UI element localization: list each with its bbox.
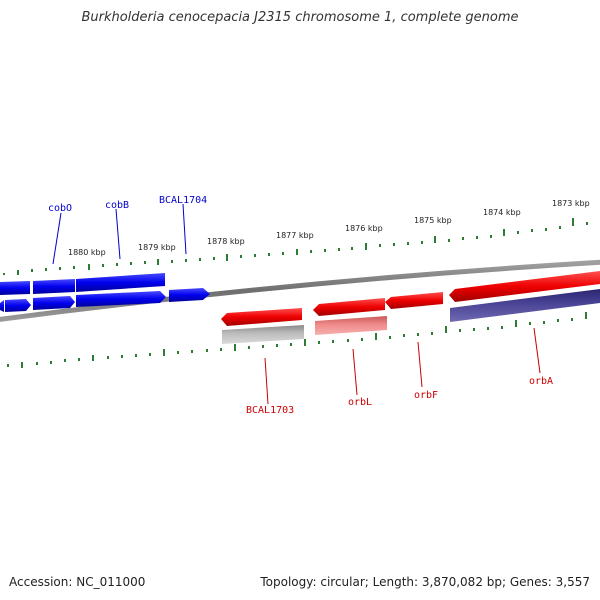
scale-label: 1873 kbp bbox=[552, 199, 590, 208]
gene-arrow[interactable] bbox=[221, 308, 302, 326]
inner-ticks bbox=[7, 312, 587, 368]
feature-arrow[interactable] bbox=[33, 296, 75, 310]
scale-labels: 1880 kbp 1879 kbp 1878 kbp 1877 kbp 1876… bbox=[68, 199, 590, 257]
gene-arrow[interactable] bbox=[385, 292, 443, 309]
accession-text: Accession: NC_011000 bbox=[9, 575, 146, 589]
scale-label: 1878 kbp bbox=[207, 237, 245, 246]
gene-arrow[interactable] bbox=[0, 281, 30, 295]
feature-arrow[interactable] bbox=[76, 291, 166, 307]
scale-label: 1879 kbp bbox=[138, 243, 176, 252]
feature-box[interactable] bbox=[315, 316, 387, 335]
feature-arrow[interactable] bbox=[5, 299, 31, 312]
gene-label-bcal1704: BCAL1704 bbox=[159, 195, 207, 206]
scale-label: 1877 kbp bbox=[276, 231, 314, 240]
reverse-gene-track bbox=[221, 271, 600, 326]
scale-label: 1880 kbp bbox=[68, 248, 106, 257]
gene-labels: cobO cobB BCAL1704 BCAL1703 orbL orbF or… bbox=[48, 195, 553, 416]
gene-label-orbf: orbF bbox=[414, 390, 438, 401]
gene-arrow[interactable] bbox=[313, 298, 385, 316]
feature-box[interactable] bbox=[450, 289, 600, 322]
gene-arrow[interactable] bbox=[33, 279, 75, 294]
scale-label: 1874 kbp bbox=[483, 208, 521, 217]
gene-label-cobo: cobO bbox=[48, 203, 72, 214]
gene-arrow[interactable] bbox=[169, 288, 210, 302]
genome-backbone bbox=[0, 259, 600, 322]
gene-arrow[interactable] bbox=[449, 271, 600, 302]
scale-label: 1875 kbp bbox=[414, 216, 452, 225]
forward-feature-track bbox=[0, 291, 166, 312]
feature-arrow[interactable] bbox=[0, 300, 4, 312]
gene-label-orba: orbA bbox=[529, 376, 553, 387]
gene-arrow[interactable] bbox=[76, 273, 165, 292]
genome-summary-text: Topology: circular; Length: 3,870,082 bp… bbox=[260, 575, 590, 589]
gene-label-cobb: cobB bbox=[105, 200, 129, 211]
outer-ticks bbox=[3, 218, 588, 275]
forward-gene-track bbox=[0, 273, 210, 302]
feature-box[interactable] bbox=[222, 325, 304, 344]
page-title: Burkholderia cenocepacia J2315 chromosom… bbox=[81, 10, 519, 25]
gene-label-orbl: orbL bbox=[348, 397, 372, 408]
reverse-feature-track bbox=[222, 289, 600, 344]
label-leaders bbox=[52, 203, 541, 405]
gene-label-bcal1703: BCAL1703 bbox=[246, 405, 294, 416]
scale-label: 1876 kbp bbox=[345, 224, 383, 233]
